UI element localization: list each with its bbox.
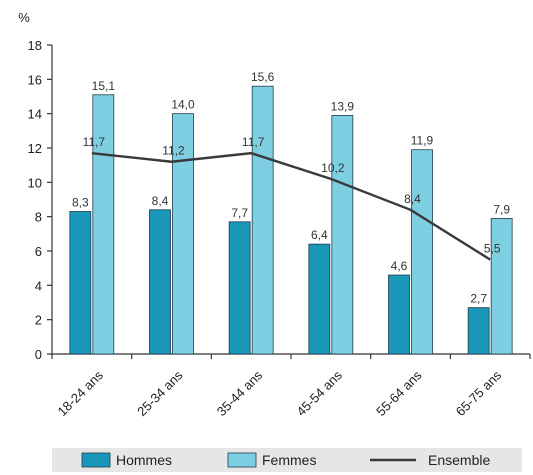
bar-hommes	[69, 211, 92, 355]
legend-swatch-femmes	[227, 452, 257, 468]
legend-label-femmes: Femmes	[262, 452, 316, 468]
y-tick-label: 10	[28, 175, 42, 190]
bar-femmes	[490, 217, 513, 355]
x-tick-label: 25-34 ans	[134, 367, 186, 419]
data-label-hommes: 6,4	[311, 228, 328, 242]
bars	[69, 85, 513, 355]
x-tick-label: 35-44 ans	[214, 367, 266, 419]
data-label-femmes: 7,9	[493, 202, 510, 216]
bar-femmes	[92, 94, 115, 355]
data-label-ensemble: 5,5	[484, 242, 501, 256]
data-label-ensemble: 8,4	[404, 192, 421, 206]
y-tick-label: 12	[28, 141, 42, 156]
data-label-hommes: 4,6	[391, 259, 408, 273]
data-label-femmes: 14,0	[171, 98, 195, 112]
legend: Hommes Femmes Ensemble	[52, 448, 522, 472]
y-tick-label: 8	[35, 210, 42, 225]
data-label-femmes: 15,6	[251, 70, 275, 84]
data-label-hommes: 8,3	[72, 196, 89, 210]
data-label-femmes: 13,9	[331, 99, 355, 113]
x-tick-label: 18-24 ans	[54, 367, 106, 419]
legend-label-hommes: Hommes	[116, 452, 172, 468]
data-label-hommes: 7,7	[231, 206, 248, 220]
data-label-ensemble: 10,2	[321, 161, 345, 175]
bar-femmes	[331, 114, 354, 355]
x-tick-label: 45-54 ans	[293, 367, 345, 419]
y-tick-label: 0	[35, 347, 42, 362]
x-tick-label: 55-64 ans	[373, 367, 425, 419]
bar-hommes	[228, 221, 251, 355]
bar-hommes	[149, 209, 171, 355]
bar-femmes	[172, 113, 194, 355]
y-tick-label: 2	[35, 313, 42, 328]
legend-swatch-hommes	[81, 452, 111, 468]
series-line	[91, 151, 491, 261]
data-label-ensemble: 11,7	[242, 135, 265, 149]
y-tick-label: 18	[28, 38, 42, 53]
line-ensemble	[91, 151, 491, 261]
data-labels: 8,3 8,4 7,7 6,4 4,6 2,7 15,1 14,0 15,6 13,9 11,9 7,…	[72, 70, 510, 305]
y-tick-label: 14	[28, 107, 42, 122]
legend-background	[52, 448, 522, 472]
y-tick-label: 4	[35, 278, 42, 293]
y-tick-label: 16	[28, 72, 42, 87]
bar-hommes	[388, 274, 410, 355]
bar-femmes	[251, 85, 274, 355]
bar-hommes	[467, 307, 490, 355]
data-label-hommes: 2,7	[470, 292, 487, 306]
y-axis-title: %	[18, 10, 30, 25]
legend-label-ensemble: Ensemble	[428, 452, 490, 468]
bar-femmes	[411, 149, 433, 355]
data-label-femmes: 11,9	[411, 134, 434, 148]
data-label-femmes: 15,1	[92, 79, 116, 93]
y-tick-label: 6	[35, 244, 42, 259]
data-label-ensemble: 11,2	[162, 144, 185, 158]
data-label-ensemble: 11,7	[83, 135, 106, 149]
data-label-hommes: 8,4	[152, 194, 169, 208]
bar-hommes	[308, 243, 331, 355]
x-tick-label: 65-75 ans	[453, 367, 505, 419]
